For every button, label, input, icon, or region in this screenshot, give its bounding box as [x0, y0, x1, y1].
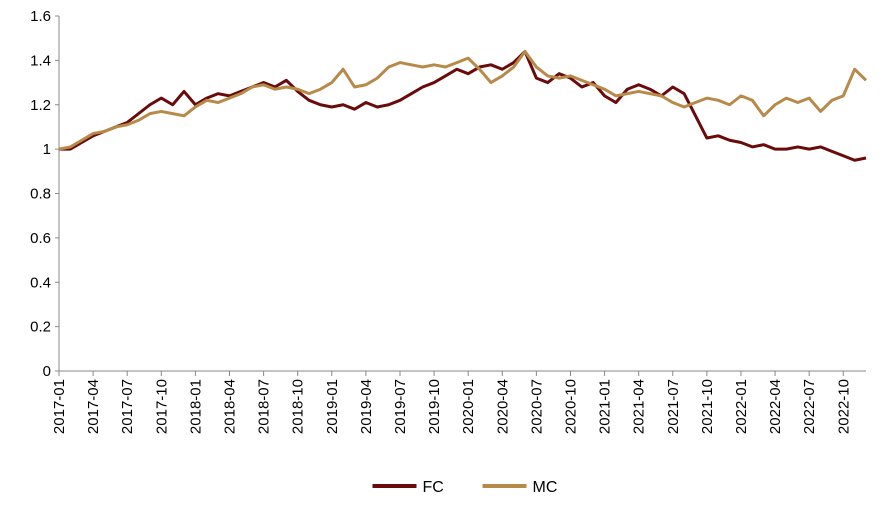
axes: 0 0.2 0.4 0.6 0.8 1 1.2 1.4 1.6 2017-01 2017-04 201… — [30, 8, 866, 434]
legend-item-fc: FC — [372, 479, 444, 496]
x-tick-label: 2017-07 — [119, 379, 136, 434]
x-tick-label: 2022-10 — [835, 379, 852, 434]
y-tick-label: 0.6 — [30, 230, 51, 247]
series-lines — [58, 50, 868, 162]
x-tick-label: 2019-04 — [358, 379, 375, 434]
x-tick-label: 2021-04 — [631, 379, 648, 434]
y-tick-label: 0 — [43, 363, 51, 380]
legend-item-mc: MC — [482, 479, 558, 496]
x-tick-label: 2019-10 — [426, 379, 443, 434]
y-tick-label: 1 — [43, 141, 51, 158]
x-tick-label: 2019-01 — [324, 379, 341, 434]
x-tick-label: 2018-01 — [187, 379, 204, 434]
series-line-mc — [58, 50, 868, 151]
x-tick-label: 2017-01 — [51, 379, 68, 434]
y-tick-label: 1.6 — [30, 8, 51, 25]
y-tick-label: 0.4 — [30, 274, 51, 291]
legend: FC MC — [372, 479, 558, 496]
series-line-fc — [59, 50, 867, 162]
x-tick-label: 2020-10 — [562, 379, 579, 434]
x-tick-label: 2022-01 — [733, 379, 750, 434]
x-tick-label: 2021-07 — [665, 379, 682, 434]
y-tick-label: 1.4 — [30, 52, 51, 69]
x-tick-label: 2020-07 — [528, 379, 545, 434]
x-tick-label: 2020-01 — [460, 379, 477, 434]
x-tick-label: 2022-04 — [767, 379, 784, 434]
x-tick-label: 2018-07 — [256, 379, 273, 434]
x-tick-label: 2020-04 — [494, 379, 511, 434]
x-tick-label: 2022-07 — [801, 379, 818, 434]
x-tick-label: 2021-10 — [699, 379, 716, 434]
x-tick-label: 2021-01 — [597, 379, 614, 434]
x-tick-label: 2018-10 — [290, 379, 307, 434]
legend-label: MC — [533, 479, 558, 496]
y-tick-label: 1.2 — [30, 97, 51, 114]
x-tick-label: 2017-10 — [153, 379, 170, 434]
x-tick-label: 2017-04 — [85, 379, 102, 434]
legend-label: FC — [423, 479, 444, 496]
y-tick-label: 0.8 — [30, 186, 51, 203]
x-tick-label: 2018-04 — [221, 379, 238, 434]
x-tick-label: 2019-07 — [392, 379, 409, 434]
y-tick-label: 0.2 — [30, 319, 51, 336]
